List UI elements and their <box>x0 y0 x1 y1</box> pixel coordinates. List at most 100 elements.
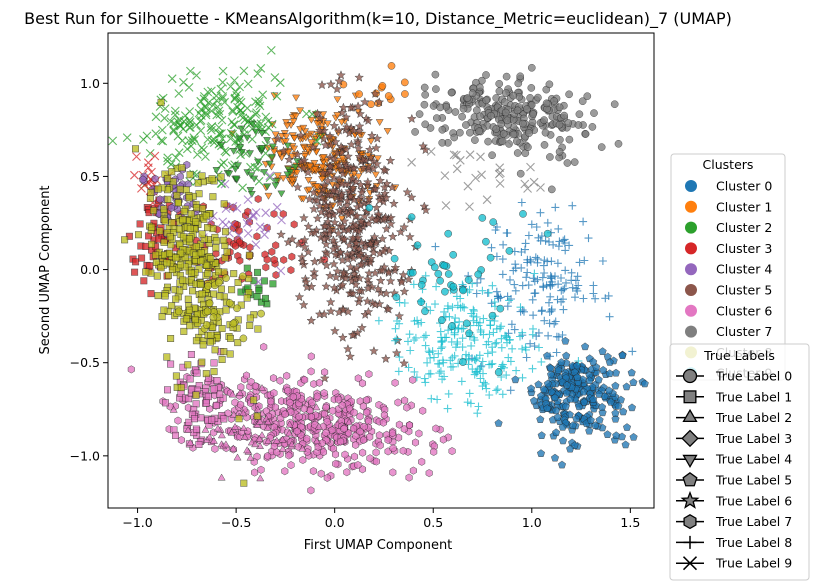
data-point <box>185 235 193 243</box>
data-point <box>350 273 361 284</box>
data-point <box>427 394 436 403</box>
data-point <box>359 402 367 411</box>
data-point <box>438 343 447 351</box>
data-point <box>309 467 317 476</box>
data-point <box>541 128 550 137</box>
data-point <box>342 195 353 206</box>
data-point <box>383 304 394 314</box>
data-point <box>411 438 420 447</box>
data-point <box>272 178 281 186</box>
data-point <box>385 218 396 229</box>
data-point <box>319 234 330 244</box>
data-point <box>345 191 356 201</box>
data-point <box>191 316 199 324</box>
data-point <box>292 149 303 159</box>
data-point <box>492 386 501 395</box>
data-point <box>267 397 275 406</box>
data-point <box>235 96 244 105</box>
data-point <box>166 249 173 257</box>
data-point <box>579 294 588 303</box>
data-point <box>271 403 279 412</box>
data-point <box>527 84 536 92</box>
data-point <box>377 265 388 275</box>
legend-label-text: True Label 8 <box>715 535 792 550</box>
data-point <box>432 424 440 433</box>
data-point <box>135 231 142 239</box>
data-point <box>518 344 527 353</box>
data-point <box>166 117 176 126</box>
data-point <box>252 108 261 117</box>
data-point <box>325 270 335 281</box>
data-point <box>252 118 262 128</box>
data-point <box>335 395 343 404</box>
data-point <box>573 272 582 281</box>
data-point <box>373 155 382 163</box>
data-point <box>320 140 331 150</box>
data-point <box>375 431 383 440</box>
data-point <box>139 175 147 184</box>
data-point <box>546 292 555 301</box>
data-point <box>147 167 156 177</box>
data-point <box>195 117 205 126</box>
legend-cluster-label: Cluster 0 <box>716 179 772 194</box>
data-point <box>383 267 394 278</box>
data-point <box>362 296 373 306</box>
data-point <box>125 232 133 240</box>
data-point <box>523 255 532 264</box>
data-point <box>566 394 575 403</box>
data-point <box>268 143 277 151</box>
data-point <box>216 179 226 188</box>
data-point <box>432 114 441 122</box>
data-point <box>517 263 526 272</box>
data-point <box>542 281 551 290</box>
data-point <box>366 454 374 463</box>
data-point <box>329 406 337 415</box>
data-point <box>447 363 455 371</box>
data-point <box>202 399 210 407</box>
data-point <box>571 293 579 302</box>
data-point <box>385 155 396 165</box>
data-point <box>562 278 570 287</box>
data-point <box>338 305 349 315</box>
data-point <box>467 341 476 350</box>
data-point <box>355 200 366 210</box>
data-point <box>312 148 321 156</box>
data-point <box>236 144 245 152</box>
data-point <box>399 358 410 368</box>
data-point <box>462 319 471 328</box>
data-point <box>443 404 452 413</box>
data-point <box>303 246 314 257</box>
data-point <box>542 99 551 108</box>
data-point <box>158 313 166 321</box>
data-point <box>406 192 417 202</box>
data-point <box>533 275 542 284</box>
data-point <box>545 80 554 89</box>
data-point <box>432 85 440 93</box>
data-point <box>436 103 445 112</box>
data-point <box>167 241 175 249</box>
data-point <box>297 256 308 266</box>
data-point <box>217 115 227 125</box>
data-point <box>529 110 538 118</box>
data-point <box>547 273 556 282</box>
data-point <box>329 325 340 336</box>
data-point <box>348 182 359 192</box>
data-point <box>349 163 359 173</box>
data-point <box>345 102 356 113</box>
data-point <box>160 238 168 246</box>
data-point <box>581 130 590 138</box>
data-point <box>225 170 234 178</box>
legend-clusters-title: Clusters <box>703 157 754 172</box>
data-point <box>164 195 172 203</box>
data-point <box>330 136 341 147</box>
data-point <box>320 220 331 231</box>
data-point <box>401 396 409 405</box>
data-point <box>298 212 309 223</box>
data-point <box>478 214 487 222</box>
data-point <box>256 119 266 129</box>
data-point <box>436 276 444 285</box>
data-point <box>251 128 260 136</box>
data-point <box>253 158 263 166</box>
data-point <box>379 213 390 224</box>
data-point <box>505 140 513 148</box>
